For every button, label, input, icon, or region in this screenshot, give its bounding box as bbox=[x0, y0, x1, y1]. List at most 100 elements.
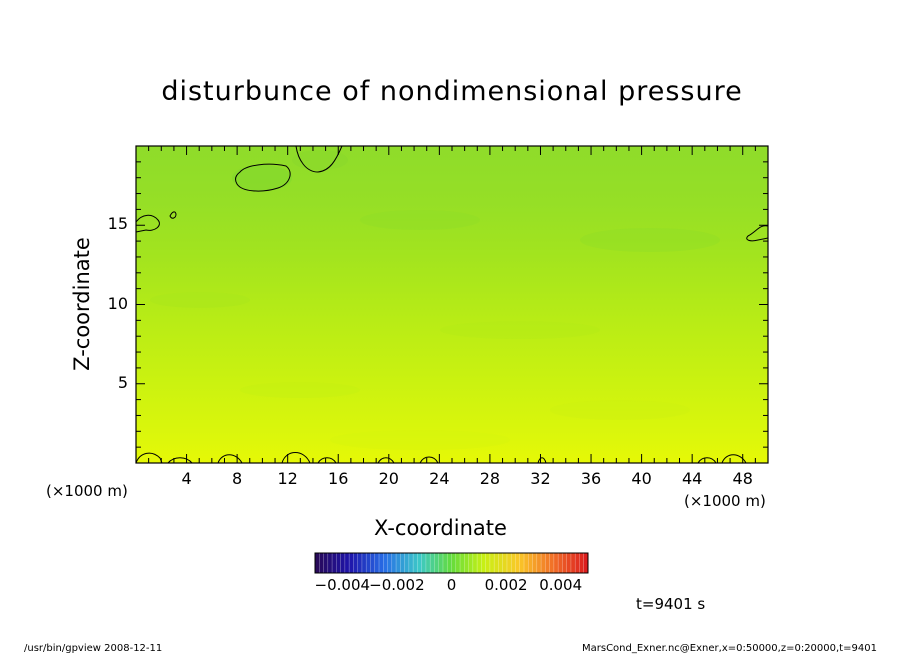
x-axis-unit-right: (×1000 m) bbox=[684, 492, 766, 510]
y-tick-label: 15 bbox=[107, 214, 128, 234]
colorbar-swatch bbox=[545, 553, 550, 573]
colorbar-swatch bbox=[553, 553, 559, 573]
contour-line bbox=[167, 457, 193, 464]
contour-line bbox=[169, 211, 177, 219]
colorbar-swatch bbox=[536, 553, 542, 573]
colorbar-swatch bbox=[524, 553, 529, 573]
colorbar-swatch bbox=[472, 553, 478, 573]
colorbar-tick-label: −0.002 bbox=[369, 576, 425, 594]
colorbar-swatch bbox=[438, 553, 444, 573]
x-tick-label: 36 bbox=[580, 469, 602, 488]
colorbar-swatch bbox=[575, 553, 580, 573]
x-tick-label: 20 bbox=[378, 469, 399, 488]
x-tick-label: 44 bbox=[681, 469, 703, 488]
y-tick-label: 10 bbox=[107, 293, 128, 313]
x-tick-label: 28 bbox=[479, 469, 501, 488]
contour-line bbox=[697, 457, 717, 464]
colorbar-swatch bbox=[361, 553, 367, 573]
colorbar-swatch bbox=[562, 553, 567, 573]
colorbar-swatch bbox=[583, 553, 589, 573]
colorbar-swatch bbox=[336, 553, 341, 573]
contour-line bbox=[295, 145, 343, 173]
contour-line bbox=[746, 225, 769, 242]
colorbar-swatch bbox=[374, 553, 380, 573]
colorbar-swatch bbox=[340, 553, 346, 573]
colorbar-swatch bbox=[477, 553, 482, 573]
contour-line bbox=[217, 454, 243, 464]
colorbar-tick-label: 0 bbox=[446, 576, 457, 594]
x-tick-label: 16 bbox=[328, 469, 349, 488]
colorbar-swatch bbox=[511, 553, 516, 573]
colorbar-swatch bbox=[357, 553, 363, 573]
colorbar-swatch bbox=[370, 553, 376, 573]
colorbar bbox=[314, 552, 589, 574]
contour-line bbox=[537, 457, 547, 464]
colorbar-swatch bbox=[460, 553, 465, 573]
colorbar-swatch bbox=[425, 553, 431, 573]
colorbar-swatch bbox=[408, 553, 414, 573]
x-tick-label: 4 bbox=[181, 469, 192, 488]
colorbar-swatch bbox=[434, 553, 440, 573]
colorbar-swatch bbox=[489, 553, 495, 573]
x-axis-label: X-coordinate bbox=[374, 516, 507, 540]
colorbar-swatch bbox=[494, 553, 499, 573]
contour-line bbox=[281, 452, 311, 464]
axis-ticks bbox=[136, 146, 768, 463]
colorbar-swatch bbox=[570, 553, 576, 573]
contour-line bbox=[377, 457, 395, 464]
colorbar-swatch bbox=[430, 553, 435, 573]
colorbar-swatch bbox=[396, 553, 401, 573]
contour-line bbox=[317, 457, 337, 464]
x-tick-label: 48 bbox=[732, 469, 753, 488]
heatmap-field bbox=[136, 146, 768, 463]
contour-line bbox=[419, 456, 439, 464]
footer-left: /usr/bin/gpview 2008-12-11 bbox=[24, 643, 163, 654]
contour-lines bbox=[135, 145, 769, 464]
x-axis-unit-left: (×1000 m) bbox=[46, 482, 128, 500]
colorbar-tick-label: −0.004 bbox=[314, 576, 371, 594]
colorbar-swatch bbox=[502, 553, 508, 573]
colorbar-swatch bbox=[451, 553, 457, 573]
colorbar-swatch bbox=[549, 553, 555, 573]
colorbar-tick-label: 0.004 bbox=[539, 576, 583, 594]
x-tick-label: 40 bbox=[631, 469, 652, 488]
colorbar-swatch bbox=[519, 553, 525, 573]
colorbar-swatch bbox=[378, 553, 384, 573]
footer-right: MarsCond_Exner.nc@Exner,x=0:50000,z=0:20… bbox=[582, 643, 877, 654]
x-tick-label: 32 bbox=[530, 469, 551, 488]
colorbar-swatch bbox=[447, 553, 452, 573]
colorbar-swatch bbox=[442, 553, 448, 573]
x-tick-label: 12 bbox=[277, 469, 298, 488]
contour-line bbox=[235, 163, 291, 192]
colorbar-swatch bbox=[387, 553, 393, 573]
colorbar-frame bbox=[314, 552, 589, 574]
colorbar-swatch bbox=[421, 553, 427, 573]
colorbar-swatch bbox=[391, 553, 397, 573]
y-axis-label: Z-coordinate bbox=[70, 237, 94, 371]
colorbar-swatch bbox=[404, 553, 410, 573]
contour-line bbox=[721, 454, 747, 464]
time-label: t=9401 s bbox=[636, 595, 706, 613]
colorbar-swatch bbox=[344, 553, 350, 573]
colorbar-swatch bbox=[315, 553, 320, 573]
colorbar-swatch bbox=[464, 553, 469, 573]
colorbar-swatch bbox=[413, 553, 418, 573]
colorbar-swatch bbox=[506, 553, 512, 573]
colorbar-swatch bbox=[528, 553, 533, 573]
colorbar-tick-label: 0.002 bbox=[484, 576, 528, 594]
colorbar-swatch bbox=[366, 553, 371, 573]
colorbar-swatch bbox=[498, 553, 503, 573]
colorbar-swatch bbox=[417, 553, 422, 573]
colorbar-swatch bbox=[400, 553, 405, 573]
y-tick-label: 5 bbox=[117, 372, 128, 392]
colorbar-swatch bbox=[541, 553, 546, 573]
colorbar-swatch bbox=[468, 553, 474, 573]
x-tick-label: 8 bbox=[232, 469, 243, 488]
colorbar-swatch bbox=[566, 553, 572, 573]
colorbar-swatch bbox=[323, 553, 329, 573]
contour-line bbox=[135, 452, 163, 464]
chart-title: disturbunce of nondimensional pressure bbox=[161, 76, 743, 107]
contour-line bbox=[135, 214, 160, 233]
colorbar-swatch bbox=[485, 553, 491, 573]
